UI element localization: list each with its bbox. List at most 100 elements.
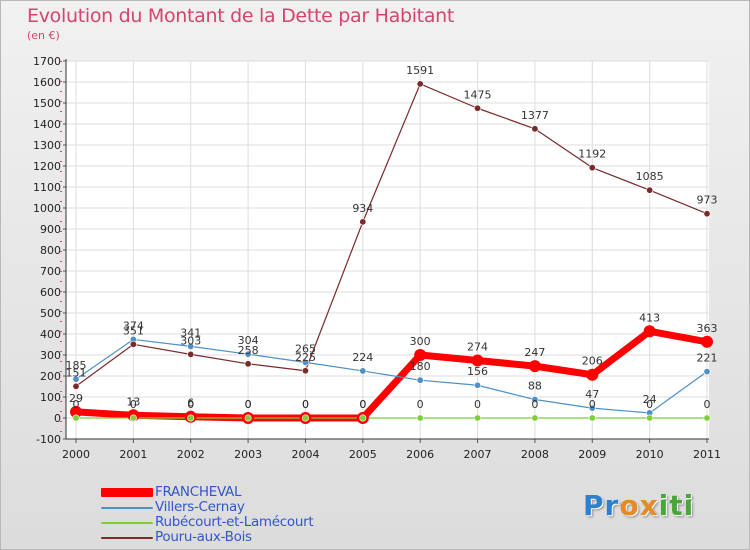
data-point [301,358,309,366]
data-label: 0 [302,398,309,411]
data-label: 206 [582,355,603,368]
y-tick-label: 1000 [33,202,61,215]
x-tick-label: 2008 [521,448,549,461]
x-tick-label: 2003 [234,448,262,461]
data-label: 274 [467,340,488,353]
legend-swatch [101,507,153,509]
data-label: 413 [639,311,660,324]
y-tick-label: 600 [40,286,61,299]
data-label: 265 [295,342,316,355]
y-tick-label: 1500 [33,97,61,110]
data-point [359,367,367,375]
data-label: 0 [359,398,366,411]
legend-swatch [101,537,153,539]
x-tick-label: 2011 [693,448,721,461]
data-point [187,414,195,422]
data-label: 300 [410,335,431,348]
data-label: 0 [130,398,137,411]
x-tick-label: 2009 [578,448,606,461]
x-tick-label: 2000 [62,448,90,461]
y-tick-label: 0 [54,412,61,425]
data-point [531,125,539,133]
data-point [474,381,482,389]
chart-subtitle: (en €) [27,29,60,42]
data-point [244,350,252,358]
y-tick-label: 1400 [33,118,61,131]
y-tick-label: 1600 [33,76,61,89]
data-point [414,349,427,361]
data-label: 180 [410,360,431,373]
series-line-1 [75,338,708,414]
data-point [643,325,656,338]
y-tick-label: 300 [40,349,61,362]
data-label: 973 [697,194,718,207]
data-label: 0 [474,398,481,411]
y-tick-label: 500 [40,307,61,320]
data-point [531,414,539,422]
y-tick-label: 1200 [33,160,61,173]
data-label: 0 [359,398,366,411]
data-point [244,414,252,422]
data-label: 0 [704,398,711,411]
data-point [703,210,711,218]
data-point [72,382,80,390]
legend-label: Pouru-aux-Bois [155,529,252,545]
data-label: 1377 [521,109,549,122]
data-point [586,368,599,381]
y-tick-label: 100 [40,391,61,404]
y-tick-label: 900 [40,223,61,236]
data-point [701,335,713,348]
data-point [474,104,482,112]
data-point [416,80,424,88]
data-point [703,368,711,376]
data-point [703,414,711,422]
data-point [588,164,596,172]
data-point [416,414,424,422]
x-tick-label: 2004 [291,448,319,461]
data-label: 0 [646,398,653,411]
data-point [359,218,367,226]
legend-label: Villers-Cernay [155,499,245,515]
data-point [646,414,654,422]
data-label: 225 [295,351,316,364]
data-point [187,350,195,358]
data-label: 0 [417,398,424,411]
data-point [471,354,484,367]
data-point [301,414,309,422]
data-point [244,360,252,368]
data-label: 341 [180,326,201,339]
x-tick-label: 2006 [406,448,434,461]
legend-label: FRANCHEVAL [155,484,242,500]
y-tick-label: 1300 [33,139,61,152]
legend-swatch [101,522,153,524]
series-line-3 [75,83,708,387]
data-label: 1085 [636,170,664,183]
data-label: 24 [643,393,657,406]
data-label: 1192 [578,148,606,161]
x-tick-label: 2002 [177,448,205,461]
line-chart: -100010020030040050060070080090010001100… [33,55,721,461]
y-tick-label: 1100 [33,181,61,194]
data-label: 13 [126,395,140,408]
grid-lines [66,60,709,440]
data-point [129,340,137,348]
data-point [70,405,82,418]
data-label: 374 [123,319,144,332]
data-label: 221 [697,352,718,365]
data-point [187,342,195,350]
data-point [359,414,367,422]
data-label: 247 [524,346,545,359]
y-tick-label: 800 [40,244,61,257]
data-point [416,376,424,384]
data-label: 6 [187,397,194,410]
y-tick-label: -100 [36,433,61,446]
data-label: 29 [69,392,83,405]
data-point [528,360,541,373]
data-label: 1591 [406,64,434,77]
data-label: 151 [66,366,87,379]
legend-swatch [101,488,153,497]
x-tick-label: 2001 [119,448,147,461]
x-tick-label: 2010 [636,448,664,461]
data-label: 0 [187,398,194,411]
